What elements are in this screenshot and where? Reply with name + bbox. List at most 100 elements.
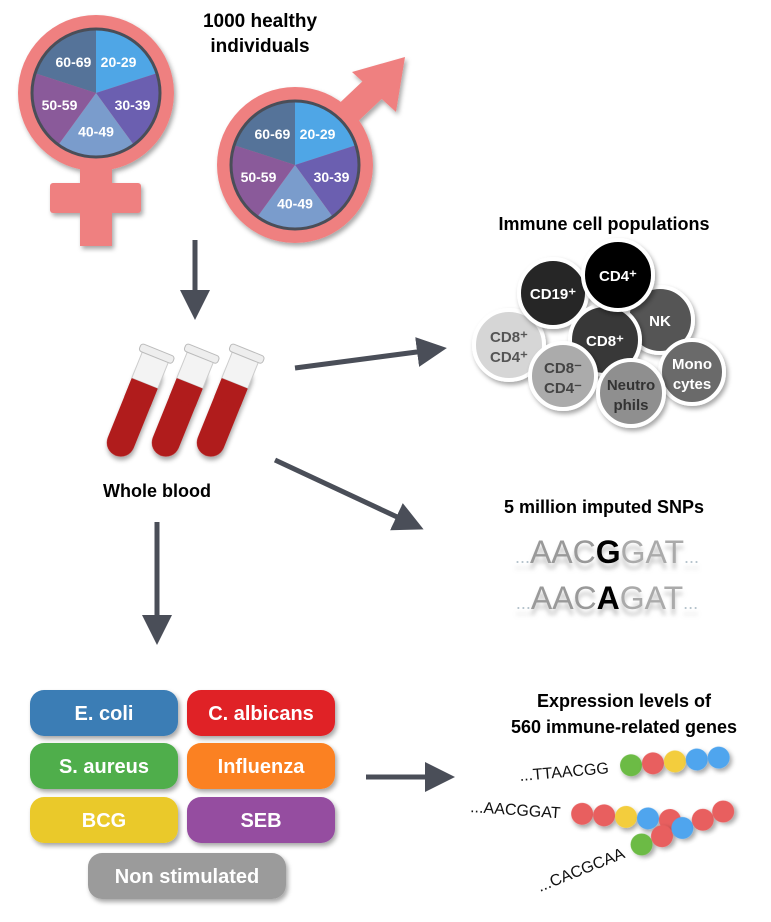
- male-pie-slice: [234, 101, 295, 165]
- female-pie-slice: [35, 29, 96, 93]
- flow-arrows: [142, 240, 455, 792]
- expression-bead: [685, 748, 708, 771]
- stimulus-label: C. albicans: [208, 703, 314, 725]
- male-pie-slice-label: 40-49: [277, 195, 313, 211]
- female-pie-slice-label: 50-59: [42, 97, 78, 113]
- expression-bead: [620, 754, 643, 777]
- male-pie-slice: [257, 165, 333, 229]
- stimulus-bcg: BCG: [30, 797, 178, 843]
- snp-right: GAT: [621, 534, 684, 570]
- cell-label: CD8⁺: [490, 329, 528, 346]
- immune-cell: Mono cytes: [658, 338, 726, 406]
- title-line-2: individuals: [210, 36, 309, 57]
- stimulus-s-aureus: S. aureus: [30, 743, 178, 789]
- male-pie-slice: [231, 145, 295, 217]
- snp-prefix: ...: [516, 593, 531, 613]
- stimulus-seb: SEB: [187, 797, 335, 843]
- female-pie-outline: [30, 27, 162, 159]
- cell-label-line-2: CD4⁺: [490, 349, 528, 366]
- stimulus-label: Non stimulated: [115, 866, 259, 888]
- female-pie-slice-label: 40-49: [78, 123, 114, 139]
- immune-cell-cluster: CD8⁺ CD4⁺ CD19⁺ NK CD8⁺ CD4⁺ CD8⁻ CD4⁻ Mono cytes…: [472, 238, 726, 428]
- snp-suffix: ...: [683, 593, 698, 613]
- expression-bead: [641, 752, 664, 775]
- expression-bead: [630, 833, 653, 856]
- expression-bead: [707, 746, 730, 769]
- title-line-1: 1000 healthy: [203, 11, 317, 32]
- stimulus-c-albicans: C. albicans: [187, 690, 335, 736]
- snp-row: ...AACGGAT...: [515, 534, 699, 570]
- cell-label: NK: [649, 313, 671, 330]
- gene-strand: ...TTAACGG: [519, 746, 760, 785]
- male-pie-slice-label: 20-29: [300, 126, 336, 142]
- male-pie-slice-label: 30-39: [314, 169, 350, 185]
- snp-suffix: ...: [684, 547, 699, 567]
- expression-title-line-2: 560 immune-related genes: [511, 717, 737, 737]
- immune-cell: CD8⁺ CD4⁺: [472, 308, 546, 382]
- expression-bead: [636, 807, 659, 830]
- gene-strands: ...TTAACGG ...AACGGAT ...CACGCAA: [470, 746, 764, 896]
- gene-strand: ...AACGGAT: [470, 799, 710, 833]
- male-pie-slice: [295, 145, 359, 217]
- stimulus-non-stimulated: Non stimulated: [88, 853, 286, 899]
- snp-left: AAC: [530, 534, 596, 570]
- expression-bead: [650, 825, 673, 848]
- stimulus-influenza: Influenza: [187, 743, 335, 789]
- stimulus-label: BCG: [82, 810, 126, 832]
- female-pie-slice: [96, 29, 157, 93]
- immune-cell: Neutro phils: [596, 358, 666, 428]
- expression-bead: [593, 804, 616, 827]
- stimulus-label: SEB: [240, 810, 281, 832]
- expression-bead: [691, 808, 714, 831]
- cell-label: CD8⁻: [544, 360, 582, 377]
- stimulus-label: E. coli: [75, 703, 134, 725]
- blood-tube: [196, 343, 265, 457]
- expression-title-line-1: Expression levels of: [537, 691, 712, 711]
- gene-sequence: ...CACGCAA: [535, 845, 627, 896]
- cell-label-line-2: cytes: [673, 376, 711, 393]
- cell-label: CD4⁺: [599, 268, 637, 285]
- snp-sequences: ...AACGGAT......AACAGAT...: [515, 534, 699, 616]
- female-pie-slice-label: 30-39: [115, 97, 151, 113]
- immune-cell: CD8⁻ CD4⁻: [528, 341, 598, 411]
- cell-label: CD19⁺: [530, 286, 576, 303]
- immune-cells-title: Immune cell populations: [498, 214, 709, 234]
- male-pie-slice-label: 60-69: [255, 126, 291, 142]
- cell-label: CD8⁺: [586, 333, 624, 350]
- expression-bead: [663, 750, 686, 773]
- female-pie-slice: [58, 93, 134, 158]
- stimulus-e-coli: E. coli: [30, 690, 178, 736]
- arrow-to-cells: [294, 337, 447, 371]
- snp-row: ...AACAGAT...: [516, 580, 698, 616]
- snp-variant: G: [596, 534, 621, 570]
- gene-strand: ...CACGCAA: [535, 800, 764, 896]
- stimuli-grid: E. coli C. albicans S. aureus Influenza BCG S…: [30, 690, 335, 899]
- male-pie-outline: [229, 99, 361, 231]
- female-pie-slice-label: 20-29: [101, 54, 137, 70]
- gene-sequence: ...AACGGAT: [470, 799, 562, 822]
- expression-bead: [571, 802, 594, 825]
- whole-blood-label: Whole blood: [103, 481, 211, 501]
- snp-left: AAC: [531, 580, 597, 616]
- immune-cell: CD4⁺: [581, 238, 655, 312]
- gene-sequence: ...TTAACGG: [519, 760, 610, 785]
- female-pie-slice: [96, 73, 161, 145]
- snp-right: GAT: [620, 580, 683, 616]
- expression-bead: [712, 800, 735, 823]
- stimulus-label: Influenza: [218, 756, 306, 778]
- cell-label: Mono: [672, 356, 712, 373]
- stimulus-label: S. aureus: [59, 756, 149, 778]
- snp-prefix: ...: [515, 547, 530, 567]
- blood-tubes-icon: [106, 343, 265, 457]
- female-pie-slice: [32, 73, 96, 145]
- cell-label-line-2: CD4⁻: [544, 380, 582, 397]
- male-pie-slice: [295, 101, 356, 165]
- expression-bead: [671, 816, 694, 839]
- immune-cell: NK: [625, 285, 695, 355]
- arrow-to-snps: [273, 457, 424, 531]
- snp-variant: A: [597, 580, 620, 616]
- cell-label-line-2: phils: [613, 397, 648, 414]
- expression-bead: [615, 805, 638, 828]
